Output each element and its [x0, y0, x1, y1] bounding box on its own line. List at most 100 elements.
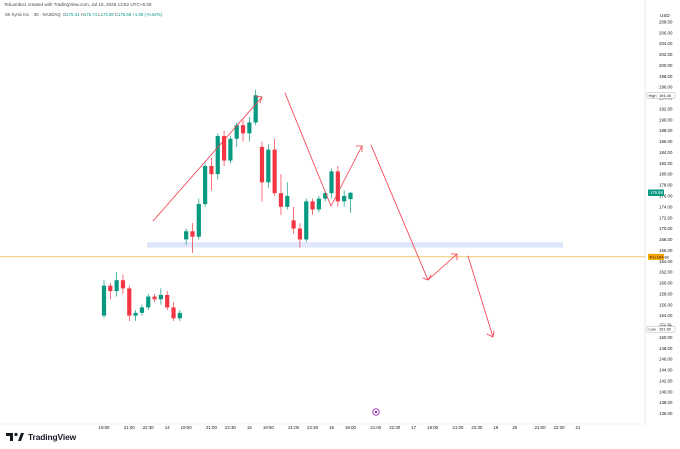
x-tick-label: 18 [493, 425, 498, 430]
candle-body [120, 280, 126, 289]
candle-body [342, 195, 347, 202]
candle-body [323, 193, 328, 199]
y-tick-label: 150.00 [659, 335, 673, 340]
y-tick-label: 178.00 [659, 183, 673, 188]
x-tick-label: 21:00 [288, 425, 300, 430]
symbol-ohlc-legend: SK hynix Inc. · 30 · NASDAQ O175.41 H176… [5, 12, 162, 17]
last-price-tag [648, 189, 664, 196]
symbol-name: SK hynix Inc. · 30 · NASDAQ [5, 12, 61, 17]
y-tick-label: 208.00 [659, 19, 673, 24]
y-tick-label: 190.00 [659, 117, 673, 122]
y-tick-label: 166.00 [659, 248, 673, 253]
change-value: +1.08 (+0.62%) [132, 12, 163, 17]
candle-body [316, 198, 321, 210]
candle-body [234, 125, 239, 139]
x-tick-label: 21 [576, 425, 581, 430]
candle-body [291, 220, 296, 229]
candle-body [228, 138, 233, 161]
candle-body [240, 125, 246, 134]
candle-body [304, 201, 309, 240]
x-tick-label: 14 [165, 425, 170, 430]
arrow-bounce-head [450, 253, 458, 261]
y-tick-label: 180.00 [659, 172, 673, 177]
high-price-label: High [649, 93, 657, 98]
y-tick-label: 182.00 [659, 161, 673, 166]
close-value: 176.58 [118, 12, 132, 17]
candle-body [108, 285, 113, 292]
candle-body [114, 280, 119, 292]
high-label: H [80, 12, 84, 17]
candle-body [278, 193, 284, 207]
candle-body [152, 296, 157, 300]
y-tick-label: 192.00 [659, 106, 673, 111]
arrow-drop [370, 144, 458, 281]
y-tick-label: 148.00 [659, 346, 673, 351]
y-tick-label: 158.00 [659, 291, 673, 296]
candle-body [329, 171, 334, 194]
y-tick-label: 176.00 [659, 194, 673, 199]
candle-body [335, 171, 340, 202]
x-tick-label: 19:00 [263, 425, 275, 430]
open-label: O [63, 12, 67, 17]
x-tick-label: 21:00 [535, 425, 547, 430]
y-tick-label: 162.00 [659, 270, 673, 275]
candle-body [266, 149, 271, 183]
candle-body [297, 228, 303, 240]
y-tick-label: 196.00 [659, 85, 673, 90]
candle-body [203, 165, 208, 205]
support-zone [147, 242, 563, 248]
y-tick-label: 170.00 [659, 226, 673, 231]
low-price-tag [646, 325, 676, 333]
x-tick-label: 21:00 [124, 425, 136, 430]
y-tick-label: 198.00 [659, 74, 673, 79]
last-price-value: 176.58 [650, 190, 663, 195]
low-price-label: Low [649, 327, 656, 332]
attribution-text: TelLambo1 created with TradingView.com, … [4, 2, 152, 7]
open-value: 175.41 [66, 12, 80, 17]
high-price-value: 194.45 [659, 93, 671, 98]
y-tick-label: 160.00 [659, 281, 673, 286]
arrow-up-trend [152, 96, 263, 222]
candle-body [259, 146, 265, 183]
low-value: 172.88 [100, 12, 114, 17]
x-tick-label: 22:30 [389, 425, 401, 430]
tradingview-logo: TradingView [5, 432, 76, 442]
y-tick-label: 142.00 [659, 378, 673, 383]
candle-body [209, 165, 214, 175]
y-tick-label: 144.00 [659, 368, 673, 373]
x-tick-label: 15 [247, 425, 252, 430]
x-tick-label: 17 [411, 425, 416, 430]
y-tick-label: 184.00 [659, 150, 673, 155]
y-tick-label: 202.00 [659, 52, 673, 57]
x-tick-label: 19:00 [99, 425, 111, 430]
arrow-pullback [284, 92, 363, 207]
y-tick-label: 204.00 [659, 41, 673, 46]
y-tick-label: 164.00 [659, 259, 673, 264]
candle-body [247, 122, 252, 134]
arrow-pullback-head [355, 145, 363, 153]
arrow-up-head [254, 95, 263, 104]
timezone-icon [372, 408, 380, 416]
candle-body [165, 294, 170, 308]
candle-body [139, 307, 145, 313]
price-line-tag [648, 253, 664, 260]
arrow-drop-tip [422, 274, 432, 281]
y-tick-label: 154.00 [659, 313, 673, 318]
low-price-value: 151.50 [659, 327, 672, 332]
arrow-final-head [486, 330, 495, 338]
candle-body [196, 204, 201, 237]
candle-body [146, 296, 151, 308]
y-tick-label: 186.00 [659, 139, 673, 144]
candle-body [101, 285, 107, 316]
arrow-final-drop [467, 255, 494, 338]
x-tick-label: 21:00 [370, 425, 382, 430]
candle-body [253, 95, 258, 123]
x-tick-label: 19:00 [345, 425, 357, 430]
y-tick-label: 140.00 [659, 389, 673, 394]
brand-name: TradingView [28, 432, 77, 442]
high-value: 176.74 [83, 12, 97, 17]
x-tick-label: 21:00 [206, 425, 218, 430]
y-tick-label: 138.00 [659, 400, 673, 405]
y-tick-label: 156.00 [659, 302, 673, 307]
